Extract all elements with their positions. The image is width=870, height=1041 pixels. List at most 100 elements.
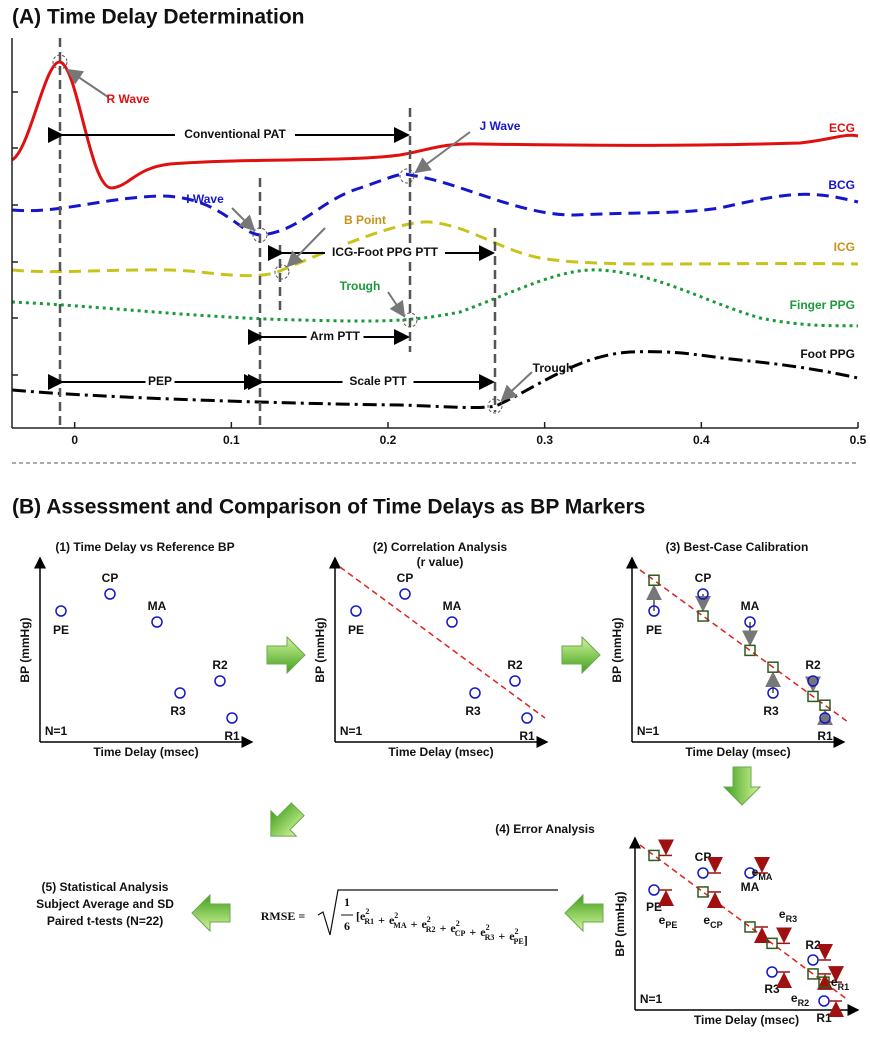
rmse-terms: [e2 R1 + e2 MA + e2 R2 + e2 CP + e2 R3 + e2 PE] bbox=[356, 907, 528, 947]
error-label: eR2 bbox=[791, 991, 809, 1008]
x-axis-label: Time Delay (msec) bbox=[685, 745, 790, 759]
interval-label: ICG-Foot PPG PTT bbox=[332, 245, 439, 259]
key-point bbox=[252, 227, 268, 243]
wave-label: ICG bbox=[834, 240, 855, 254]
flow-arrow bbox=[564, 893, 604, 933]
bp-point bbox=[214, 675, 226, 687]
n-label: N=1 bbox=[45, 724, 68, 738]
bp-point bbox=[174, 687, 186, 699]
calibrated-point bbox=[767, 661, 779, 673]
error-subscript: R3 bbox=[485, 933, 495, 942]
interval-label: PEP bbox=[148, 374, 172, 388]
error-symbol: e bbox=[791, 991, 798, 1005]
calibrated-point bbox=[648, 574, 660, 586]
bp-point bbox=[766, 966, 778, 978]
exponent: 2 bbox=[365, 907, 369, 916]
wave-label: Finger PPG bbox=[790, 298, 855, 312]
regression-line bbox=[339, 566, 546, 719]
point-label: R3 bbox=[763, 704, 779, 718]
point-label: PE bbox=[646, 623, 662, 637]
point-label: R1 bbox=[519, 729, 535, 743]
flow-arrow bbox=[266, 635, 306, 675]
bp-point bbox=[446, 616, 458, 628]
bcg-wave bbox=[11, 172, 859, 237]
error-symbol: e bbox=[389, 913, 395, 927]
n-label: N=1 bbox=[637, 724, 660, 738]
pointer-arrow bbox=[231, 207, 256, 232]
pointer-arrow bbox=[387, 291, 406, 318]
point-label: CP bbox=[397, 571, 414, 585]
pointer-arrow bbox=[414, 131, 471, 174]
error-subscript: PE bbox=[665, 920, 677, 930]
point-label: MA bbox=[443, 599, 462, 613]
bp-point bbox=[767, 687, 779, 699]
error-symbol: e bbox=[450, 921, 456, 935]
error-subscript: PE bbox=[514, 937, 524, 946]
flow-arrow bbox=[561, 635, 601, 675]
wave-point-label: Trough bbox=[340, 279, 381, 293]
x-axis-label: Time Delay (msec) bbox=[93, 745, 198, 759]
label-bg bbox=[342, 374, 414, 390]
bp-point bbox=[807, 675, 819, 687]
statistics-text: (5) Statistical Analysis bbox=[42, 880, 169, 894]
wave-point-label: J Wave bbox=[480, 119, 521, 133]
calibrated-point bbox=[819, 699, 831, 711]
operator: + bbox=[469, 925, 476, 939]
point-label: R1 bbox=[817, 729, 833, 743]
x-tick-label: 0.3 bbox=[536, 433, 553, 447]
fraction-denominator: 6 bbox=[344, 919, 350, 933]
point-label: MA bbox=[148, 599, 167, 613]
error-label: eMA bbox=[752, 865, 773, 882]
error-symbol: e bbox=[831, 975, 838, 989]
point-label: PE bbox=[348, 623, 364, 637]
error-subscript: R2 bbox=[426, 925, 436, 934]
y-axis-label: BP (mmHg) bbox=[613, 891, 627, 956]
operator: + bbox=[498, 929, 505, 943]
key-point bbox=[399, 168, 415, 184]
point-label: R2 bbox=[805, 938, 821, 952]
point-label: R3 bbox=[764, 982, 780, 996]
finger-ppg-wave bbox=[11, 268, 859, 328]
icg-wave bbox=[11, 220, 859, 278]
operator: + bbox=[440, 921, 447, 935]
bp-point bbox=[226, 712, 238, 724]
interval-label: Conventional PAT bbox=[184, 127, 286, 141]
y-axis-label: BP (mmHg) bbox=[18, 617, 32, 682]
bp-point bbox=[521, 712, 533, 724]
error-symbol: e bbox=[360, 909, 366, 923]
x-axis-label: Time Delay (msec) bbox=[388, 745, 493, 759]
error-label: eR3 bbox=[779, 907, 797, 924]
flow-arrow bbox=[270, 802, 305, 837]
bp-point bbox=[469, 687, 481, 699]
x-axis-label: Time Delay (msec) bbox=[694, 1013, 799, 1027]
exponent: 2 bbox=[515, 927, 519, 936]
label-bg bbox=[145, 374, 175, 390]
label-bg bbox=[325, 245, 445, 261]
error-subscript: R1 bbox=[364, 917, 374, 926]
bp-point bbox=[648, 605, 660, 617]
key-point bbox=[274, 264, 290, 280]
wave-label: BCG bbox=[828, 178, 855, 192]
point-label: R2 bbox=[212, 658, 228, 672]
error-subscript: MA bbox=[393, 921, 407, 930]
rmse-label: RMSE = bbox=[261, 909, 306, 923]
error-symbol: e bbox=[509, 929, 515, 943]
point-label: R1 bbox=[816, 1011, 832, 1025]
error-symbol: e bbox=[421, 917, 427, 931]
y-axis-label: BP (mmHg) bbox=[610, 617, 624, 682]
error-label: ePE bbox=[659, 913, 678, 930]
point-label: PE bbox=[53, 623, 69, 637]
error-symbol: e bbox=[752, 865, 759, 879]
point-label: R3 bbox=[170, 704, 186, 718]
point-label: CP bbox=[695, 850, 712, 864]
key-point bbox=[487, 398, 503, 414]
bp-point bbox=[151, 616, 163, 628]
bp-point bbox=[399, 588, 411, 600]
panel-a-waves bbox=[11, 60, 859, 410]
bracket: [ bbox=[356, 909, 360, 923]
exponent: 2 bbox=[427, 915, 431, 924]
bp-point bbox=[509, 675, 521, 687]
interval-label: Arm PTT bbox=[310, 329, 361, 343]
flow-arrow bbox=[191, 893, 231, 933]
